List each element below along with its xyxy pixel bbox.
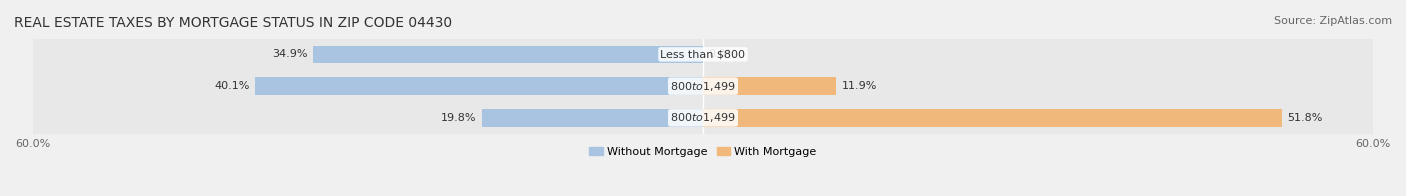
- Text: $800 to $1,499: $800 to $1,499: [671, 111, 735, 124]
- Bar: [703, 109, 1282, 127]
- Text: 0.0%: 0.0%: [709, 49, 737, 59]
- Bar: [254, 77, 703, 95]
- Text: 51.8%: 51.8%: [1288, 113, 1323, 123]
- Bar: [703, 77, 837, 95]
- Bar: [32, 39, 1374, 70]
- Text: 40.1%: 40.1%: [214, 81, 249, 91]
- Text: 34.9%: 34.9%: [271, 49, 308, 59]
- Text: 19.8%: 19.8%: [440, 113, 477, 123]
- Bar: [482, 109, 703, 127]
- Bar: [32, 102, 1374, 134]
- Text: Less than $800: Less than $800: [661, 49, 745, 59]
- Legend: Without Mortgage, With Mortgage: Without Mortgage, With Mortgage: [585, 142, 821, 162]
- Text: REAL ESTATE TAXES BY MORTGAGE STATUS IN ZIP CODE 04430: REAL ESTATE TAXES BY MORTGAGE STATUS IN …: [14, 16, 453, 30]
- Bar: [32, 70, 1374, 102]
- Text: Source: ZipAtlas.com: Source: ZipAtlas.com: [1274, 16, 1392, 26]
- Text: $800 to $1,499: $800 to $1,499: [671, 80, 735, 93]
- Bar: [314, 46, 703, 63]
- Text: 11.9%: 11.9%: [842, 81, 877, 91]
